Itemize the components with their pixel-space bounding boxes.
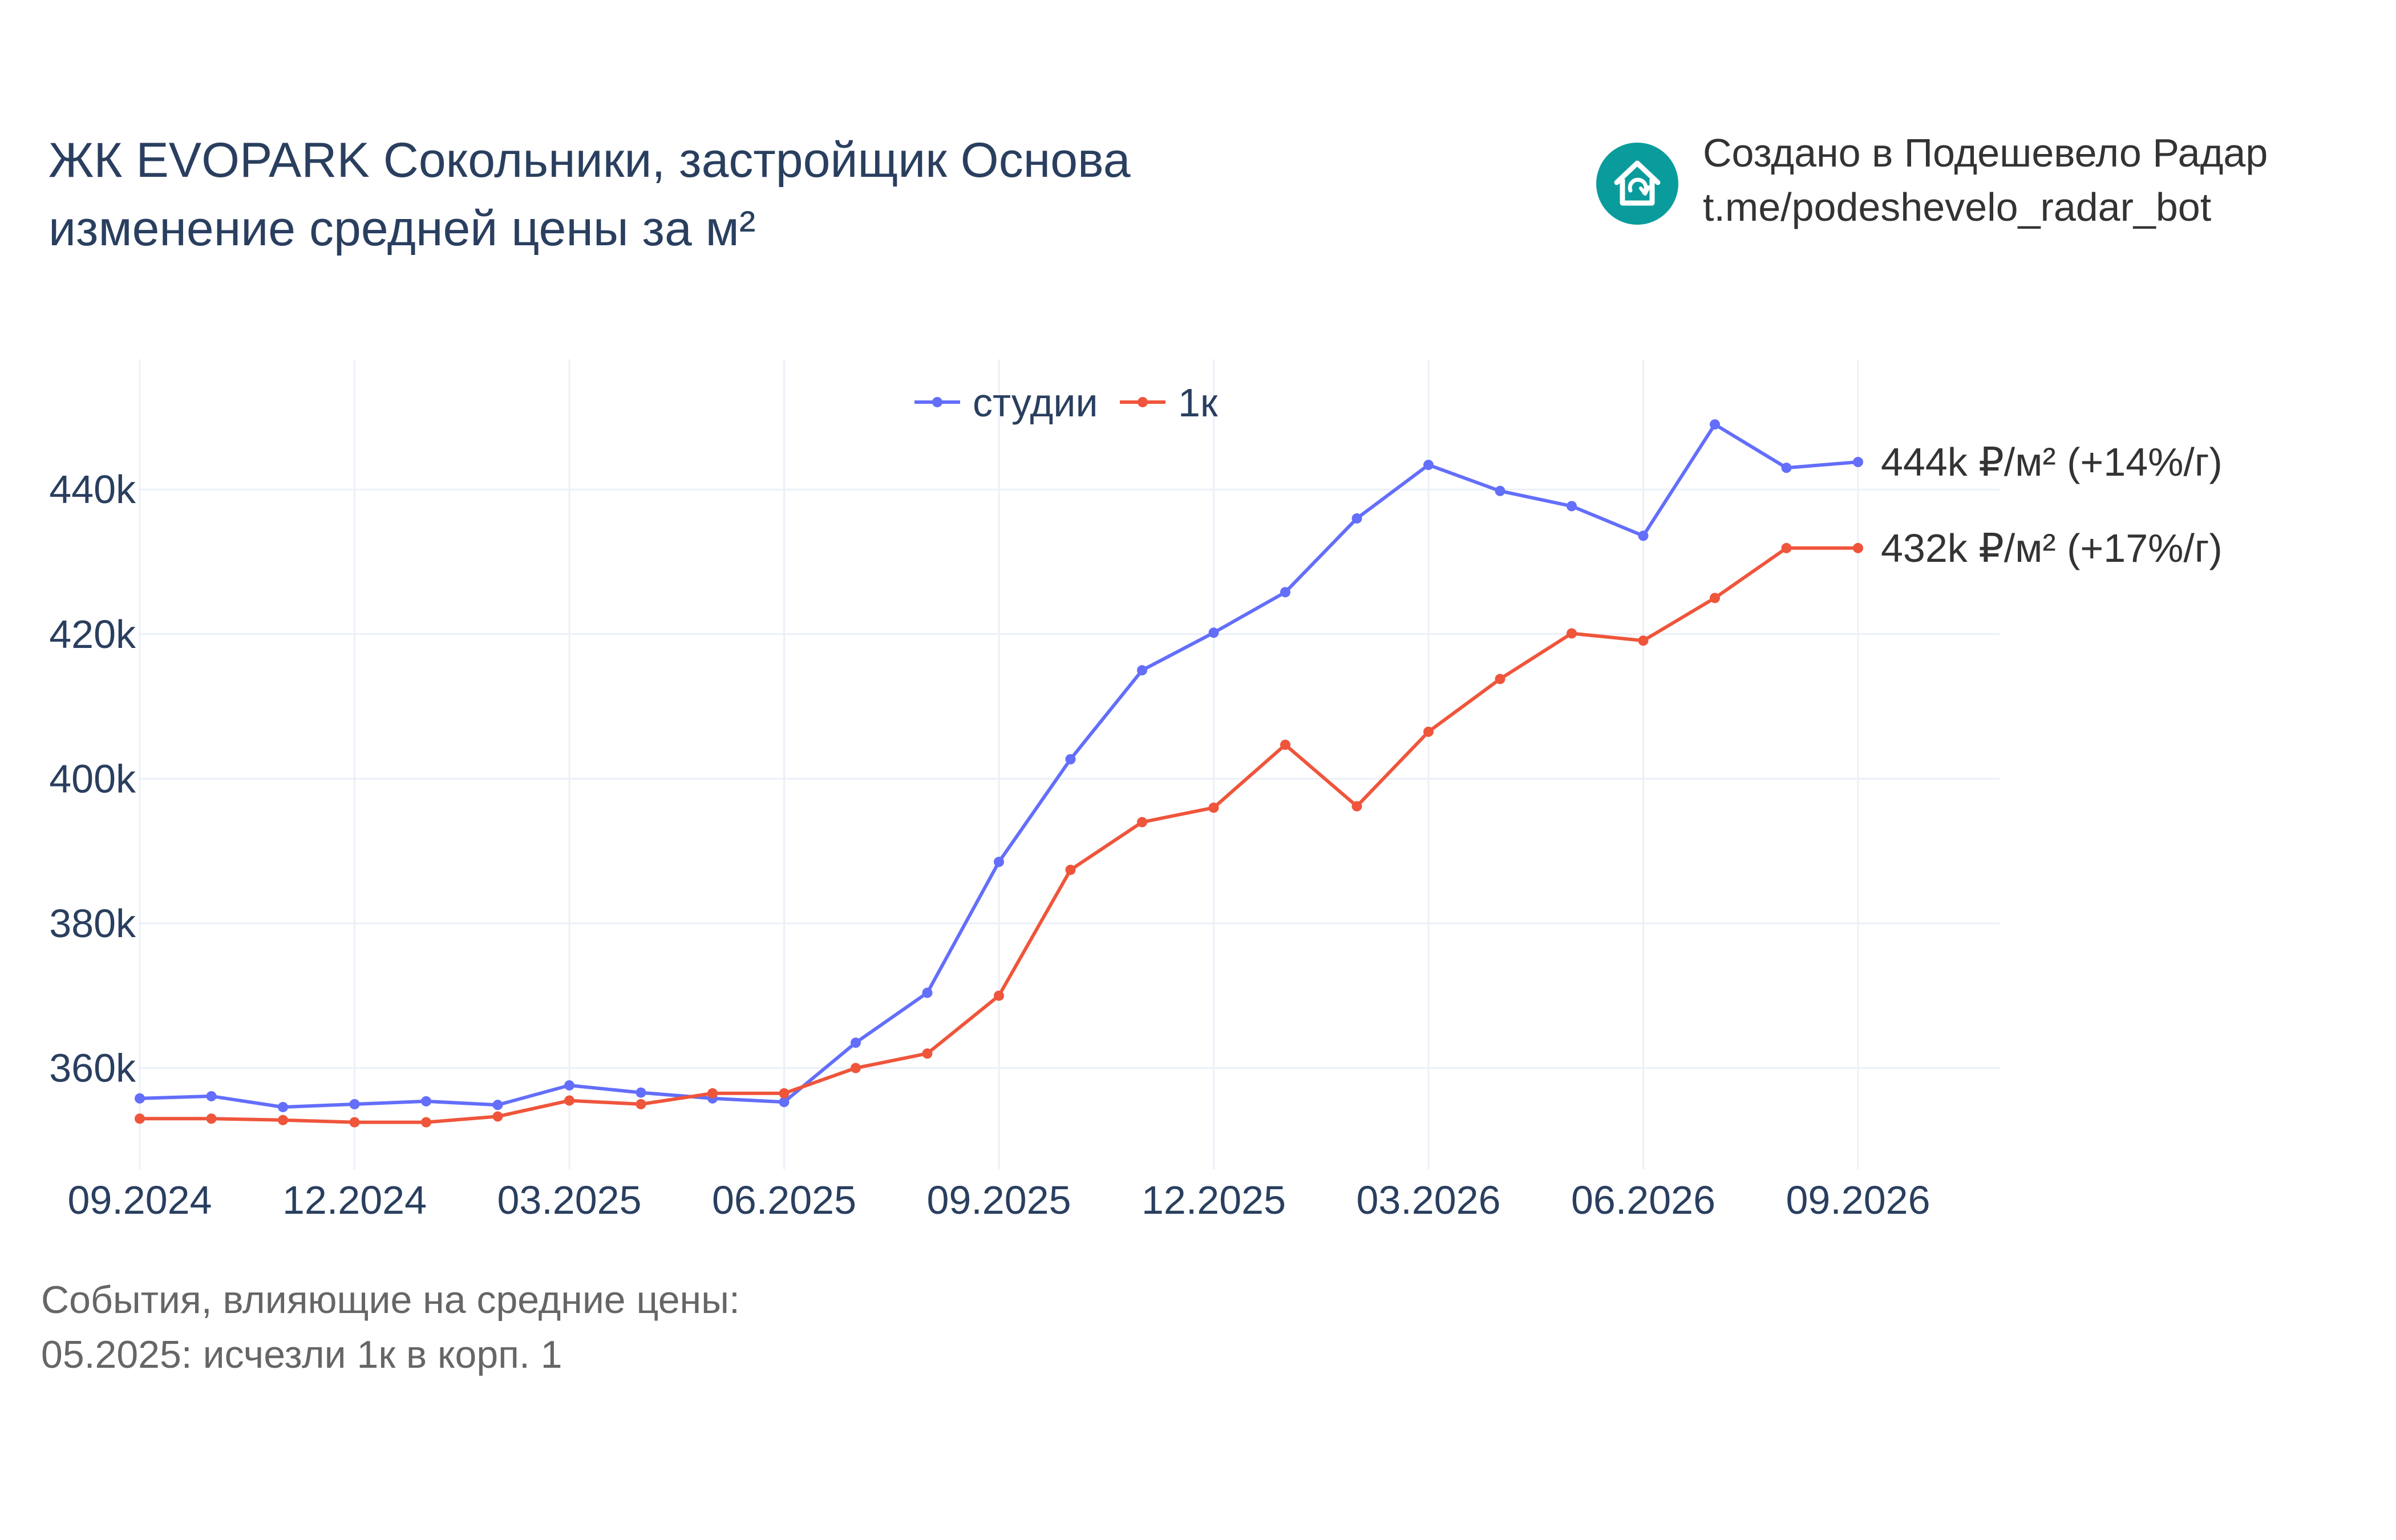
data-point[interactable] (779, 1097, 790, 1108)
data-point[interactable] (278, 1115, 288, 1125)
data-point[interactable] (1710, 593, 1720, 603)
data-point[interactable] (851, 1038, 861, 1048)
data-point[interactable] (1567, 501, 1577, 512)
x-tick-label: 12.2025 (1142, 1178, 1286, 1222)
events-heading: События, влияющие на средние цены: (41, 1278, 740, 1322)
data-point[interactable] (1567, 628, 1577, 639)
x-tick-label: 03.2026 (1356, 1178, 1500, 1222)
house-refresh-icon (1596, 143, 1678, 225)
x-tick-label: 12.2024 (282, 1178, 427, 1222)
data-point[interactable] (1710, 419, 1720, 430)
series-end-label: 444k ₽/м² (+14%/г) (1881, 440, 2223, 484)
data-point[interactable] (1781, 542, 1792, 553)
y-tick-label: 420k (49, 612, 136, 656)
data-point[interactable] (1781, 463, 1792, 473)
legend[interactable]: студии 1к (914, 380, 1218, 425)
data-point[interactable] (492, 1100, 503, 1111)
x-tick-label: 06.2026 (1571, 1178, 1715, 1222)
data-point[interactable] (1065, 865, 1076, 876)
x-tick-label: 09.2026 (1786, 1178, 1930, 1222)
x-axis-ticks: 09.2024 12.2024 03.2025 06.2025 09.2025 12.20… (67, 1178, 1930, 1222)
gridlines (139, 359, 2000, 1169)
series-end-label: 432k ₽/м² (+17%/г) (1881, 526, 2223, 570)
data-point[interactable] (636, 1087, 646, 1098)
data-point[interactable] (564, 1080, 574, 1091)
series-0[interactable] (135, 419, 1863, 1112)
data-point[interactable] (922, 1048, 933, 1059)
data-point[interactable] (349, 1117, 360, 1128)
y-tick-label: 360k (49, 1046, 136, 1091)
data-point[interactable] (1280, 739, 1290, 750)
data-point[interactable] (135, 1113, 145, 1124)
data-point[interactable] (1351, 513, 1362, 524)
data-point[interactable] (1853, 457, 1863, 468)
y-axis-ticks: 360k 380k 400k 420k 440k (49, 467, 136, 1090)
series-1[interactable] (135, 542, 1863, 1128)
data-point[interactable] (1495, 485, 1505, 496)
series-layer (135, 419, 1863, 1128)
events-item: 05.2025: исчезли 1к в корп. 1 (41, 1333, 562, 1376)
legend-label-studios: студии (973, 380, 1098, 425)
data-point[interactable] (421, 1117, 431, 1128)
credit-link[interactable]: t.me/podeshevelo_radar_bot (1703, 185, 2211, 229)
credit-line1: Создано в Подешевело Радар (1703, 131, 2268, 175)
data-point[interactable] (1638, 530, 1649, 541)
legend-item-studios[interactable]: студии (914, 380, 1098, 425)
data-point[interactable] (779, 1088, 790, 1099)
data-point[interactable] (636, 1099, 646, 1109)
x-tick-label: 09.2024 (67, 1178, 212, 1222)
data-point[interactable] (206, 1091, 217, 1101)
x-tick-label: 06.2025 (712, 1178, 856, 1222)
data-point[interactable] (1208, 803, 1219, 813)
data-point[interactable] (1638, 635, 1649, 646)
data-point[interactable] (1423, 726, 1434, 737)
y-tick-label: 380k (49, 901, 136, 946)
data-point[interactable] (1137, 817, 1147, 828)
data-point[interactable] (1423, 460, 1434, 471)
data-point[interactable] (994, 857, 1004, 868)
data-point[interactable] (421, 1096, 431, 1107)
y-tick-label: 440k (49, 467, 136, 512)
y-tick-label: 400k (49, 756, 136, 801)
data-point[interactable] (1137, 665, 1147, 676)
data-point[interactable] (707, 1088, 718, 1099)
data-point[interactable] (564, 1095, 574, 1106)
data-point[interactable] (349, 1099, 360, 1109)
data-point[interactable] (851, 1063, 861, 1073)
chart-title-line2: изменение средней цены за м² (48, 201, 755, 256)
chart-title-line1: ЖК EVOPARK Сокольники, застройщик Основа (48, 133, 1131, 188)
data-point[interactable] (1853, 542, 1863, 553)
end-labels: 444k ₽/м² (+14%/г) 432k ₽/м² (+17%/г) (1881, 440, 2223, 570)
data-point[interactable] (1495, 674, 1505, 684)
data-point[interactable] (1280, 587, 1290, 598)
data-point[interactable] (994, 990, 1004, 1001)
data-point[interactable] (135, 1093, 145, 1104)
data-point[interactable] (922, 987, 933, 998)
data-point[interactable] (206, 1113, 217, 1124)
x-tick-label: 03.2025 (497, 1178, 641, 1222)
data-point[interactable] (1065, 754, 1076, 765)
legend-item-1k[interactable]: 1к (1120, 380, 1218, 425)
legend-label-1k: 1к (1178, 380, 1218, 425)
data-point[interactable] (492, 1111, 503, 1122)
data-point[interactable] (1208, 627, 1219, 638)
data-point[interactable] (1351, 801, 1362, 812)
data-point[interactable] (278, 1101, 288, 1112)
x-tick-label: 09.2025 (926, 1178, 1071, 1222)
